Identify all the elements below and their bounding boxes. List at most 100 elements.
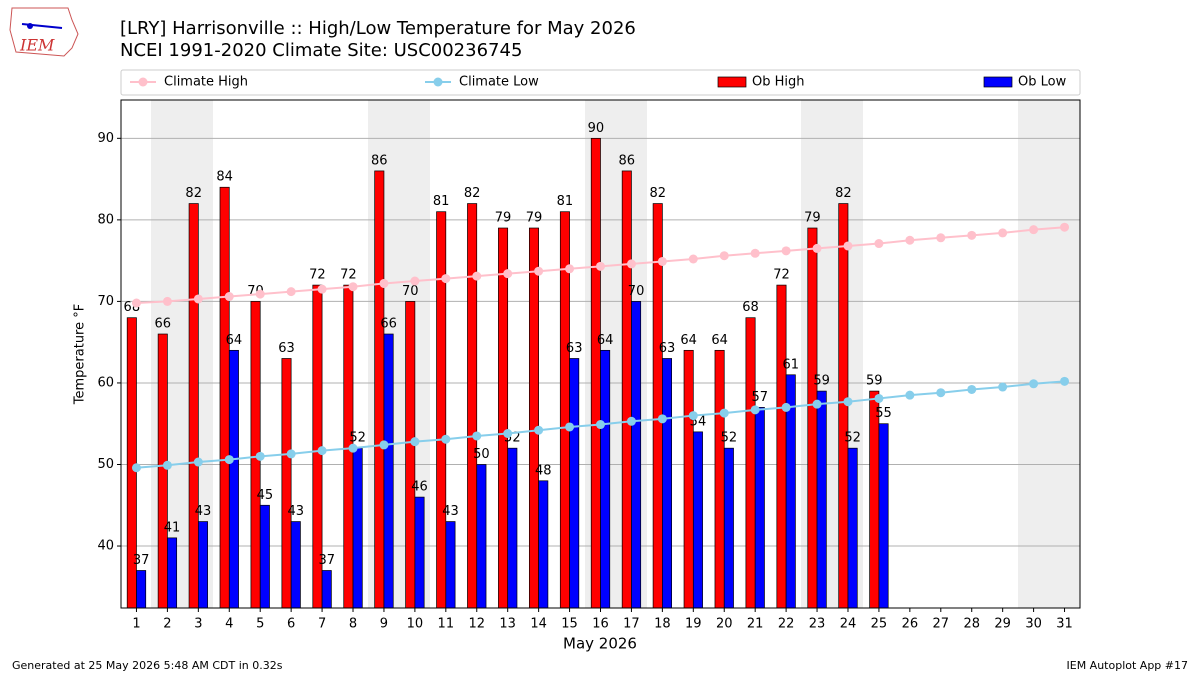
bar-value-label: 66 <box>380 317 397 332</box>
bar <box>405 301 416 609</box>
line-marker <box>1060 222 1070 232</box>
y-tick-label: 70 <box>97 294 114 309</box>
x-tick-label: 30 <box>1025 617 1042 632</box>
x-tick-label: 14 <box>530 617 547 632</box>
line-marker <box>688 411 698 421</box>
line-marker <box>812 399 822 409</box>
bar-value-label: 52 <box>721 431 738 446</box>
x-tick-label: 9 <box>380 617 388 632</box>
line-marker <box>379 440 389 450</box>
line-marker <box>534 266 544 276</box>
bar-value-label: 50 <box>473 447 490 462</box>
logo: IEM <box>9 7 79 57</box>
bar-value-label: 72 <box>309 268 326 283</box>
bar <box>436 211 447 609</box>
bar <box>538 480 549 609</box>
line-marker <box>936 233 946 243</box>
line-marker <box>1029 379 1039 389</box>
bar-value-label: 64 <box>226 333 243 348</box>
bar-value-label: 72 <box>773 268 790 283</box>
bar-value-label: 57 <box>752 390 769 405</box>
bar <box>374 170 385 609</box>
x-tick-label: 27 <box>933 617 950 632</box>
x-tick-label: 4 <box>225 617 233 632</box>
y-tick-label: 50 <box>97 457 114 472</box>
legend-label: Ob High <box>752 75 805 90</box>
bar <box>662 358 673 609</box>
bar <box>692 431 703 609</box>
bar-value-label: 43 <box>288 504 305 519</box>
x-tick-label: 17 <box>623 617 640 632</box>
legend-label: Climate High <box>164 75 248 90</box>
line-marker <box>998 382 1008 392</box>
line-marker <box>193 294 203 304</box>
line-marker <box>379 278 389 288</box>
line-marker <box>905 390 915 400</box>
line-marker <box>750 405 760 415</box>
bar <box>188 203 199 609</box>
bar-value-label: 79 <box>526 211 543 226</box>
bar-value-label: 81 <box>433 194 450 209</box>
bar <box>383 333 394 609</box>
bar <box>445 521 456 609</box>
line-marker <box>781 246 791 256</box>
x-tick-label: 15 <box>561 617 578 632</box>
bar-value-label: 59 <box>813 374 830 389</box>
line-marker <box>503 269 513 279</box>
line-marker <box>626 259 636 269</box>
x-tick-label: 2 <box>163 617 171 632</box>
line-marker <box>286 449 296 459</box>
line-marker <box>255 289 265 299</box>
x-tick-label: 12 <box>468 617 485 632</box>
bar <box>167 537 178 609</box>
bar-value-label: 82 <box>835 186 852 201</box>
line-marker <box>131 298 141 308</box>
legend-swatch <box>983 76 1013 88</box>
bar-value-label: 82 <box>185 186 202 201</box>
line-marker <box>750 248 760 258</box>
legend-box <box>120 69 1081 96</box>
line-marker <box>410 276 420 286</box>
x-tick-label: 26 <box>902 617 919 632</box>
line-marker <box>224 455 234 465</box>
line-marker <box>317 284 327 294</box>
bar <box>600 349 611 609</box>
x-tick-label: 28 <box>963 617 980 632</box>
bar-value-label: 82 <box>464 186 481 201</box>
bar-value-label: 68 <box>742 300 759 315</box>
legend-swatch <box>717 76 747 88</box>
line-marker <box>1060 376 1070 386</box>
plot-layer: 68 66 82 84 70 63 72 72 86 70 81 82 79 79 81 90 86 82 64 64… <box>121 121 1080 609</box>
bar-value-label: 48 <box>535 463 552 478</box>
bar-value-label: 70 <box>628 284 645 299</box>
bar <box>807 227 818 609</box>
bar <box>507 447 518 609</box>
bar-value-label: 52 <box>844 431 861 446</box>
line-marker <box>441 274 451 284</box>
x-tick-label: 29 <box>994 617 1011 632</box>
bar <box>714 349 725 609</box>
bar <box>259 504 270 609</box>
line-marker <box>905 235 915 245</box>
line-marker <box>193 457 203 467</box>
bar-value-label: 52 <box>349 431 366 446</box>
x-axis-label: May 2026 <box>563 635 637 653</box>
x-tick-label: 18 <box>654 617 671 632</box>
bar <box>816 390 827 609</box>
bar <box>321 570 332 609</box>
line-marker <box>657 414 667 424</box>
bar <box>157 333 168 609</box>
line-marker <box>688 254 698 264</box>
bar <box>631 301 642 609</box>
bar-value-label: 61 <box>782 357 799 372</box>
bar-value-label: 79 <box>804 211 821 226</box>
x-tick-label: 23 <box>809 617 826 632</box>
line-marker <box>348 443 358 453</box>
line-marker <box>596 261 605 271</box>
x-tick-label: 7 <box>318 617 326 632</box>
line-marker <box>255 451 265 461</box>
line-marker <box>472 431 482 441</box>
bar <box>869 390 880 609</box>
bar <box>136 570 147 609</box>
